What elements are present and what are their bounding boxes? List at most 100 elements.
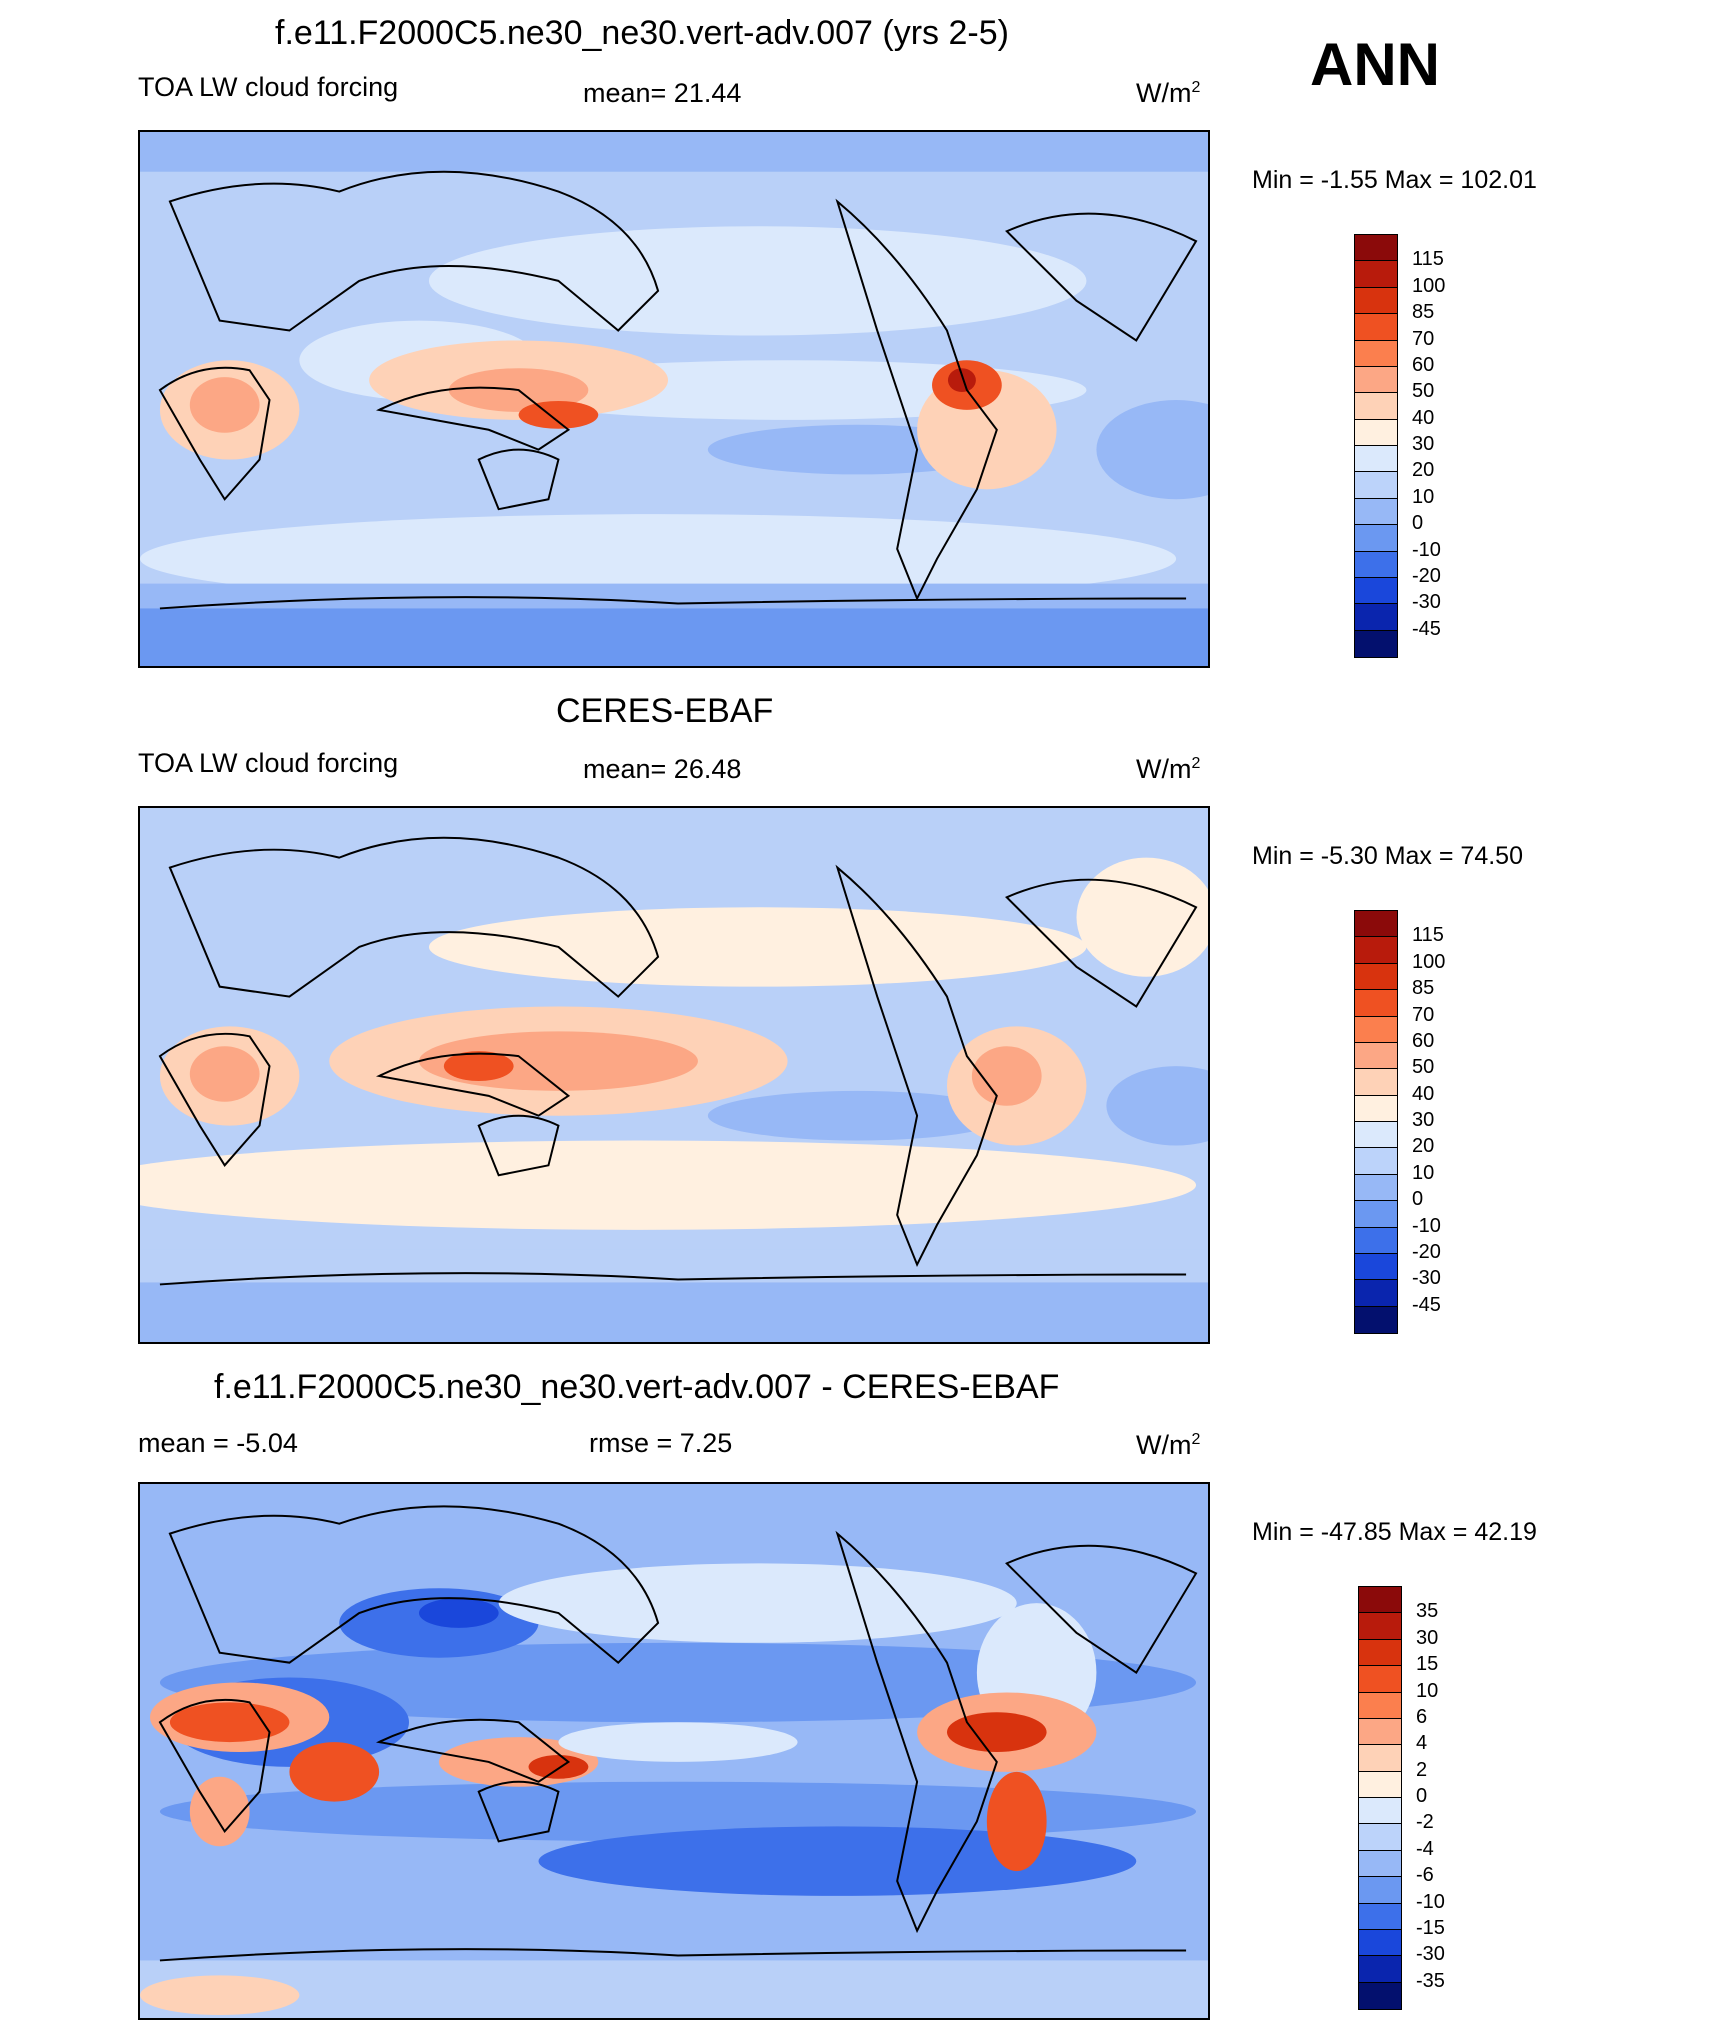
colorbar-swatch (1359, 1613, 1401, 1640)
colorbar (1354, 910, 1398, 1334)
minmax-label: Min = -5.30 Max = 74.50 (1252, 842, 1523, 870)
colorbar-swatch (1355, 1227, 1397, 1254)
colorbar-swatch (1355, 1069, 1397, 1096)
colorbar-tick-label: 20 (1412, 1135, 1435, 1158)
colorbar-tick-label: -4 (1416, 1837, 1434, 1860)
colorbar-tick-label: -6 (1416, 1864, 1434, 1887)
colorbar (1354, 234, 1398, 658)
colorbar-swatch (1355, 604, 1397, 631)
colorbar-tick-label: 85 (1412, 301, 1435, 324)
colorbar-swatch (1355, 498, 1397, 526)
colorbar-swatch (1355, 551, 1397, 578)
colorbar-swatch (1355, 1201, 1397, 1228)
colorbar-tick-label: 70 (1412, 327, 1435, 350)
colorbar-tick-label: -10 (1412, 1214, 1441, 1237)
colorbar-tick-label: 4 (1416, 1732, 1428, 1755)
colorbar-tick-label: 10 (1412, 1161, 1435, 1184)
field-label: TOA LW cloud forcing (138, 72, 399, 102)
colorbar-tick-label: 70 (1412, 1003, 1435, 1026)
colorbar-swatch (1355, 419, 1397, 446)
colorbar-tick-label: 115 (1412, 248, 1444, 271)
colorbar-swatch (1355, 1042, 1397, 1070)
map-observations-field (140, 808, 1208, 1342)
colorbar-swatch (1359, 1982, 1401, 2009)
colorbar-tick-label: 15 (1416, 1653, 1439, 1676)
colorbar-swatch (1359, 1850, 1401, 1878)
colorbar-swatch (1359, 1745, 1401, 1772)
colorbar-swatch (1355, 446, 1397, 473)
season-label: ANN (1310, 31, 1440, 98)
colorbar-tick-label: -2 (1416, 1811, 1434, 1834)
colorbar-swatch (1355, 630, 1397, 657)
colorbar-tick-label: -30 (1412, 1267, 1441, 1290)
colorbar-swatch (1359, 1877, 1401, 1904)
colorbar-swatch (1355, 1148, 1397, 1175)
units-label: W/m2 (1136, 78, 1201, 108)
colorbar-swatch (1359, 1903, 1401, 1930)
colorbar-tick-label: -20 (1412, 564, 1441, 587)
panel-title: CERES-EBAF (556, 692, 774, 730)
colorbar-swatch (1355, 1253, 1397, 1281)
colorbar-tick-label: -35 (1416, 1969, 1445, 1992)
colorbar-swatch (1355, 911, 1397, 938)
colorbar-tick-label: 85 (1412, 977, 1435, 1000)
colorbar-tick-label: 100 (1412, 950, 1446, 973)
colorbar-swatch (1355, 287, 1397, 315)
colorbar-swatch (1359, 1956, 1401, 1983)
colorbar-swatch (1359, 1666, 1401, 1693)
colorbar-tick-label: -45 (1412, 617, 1441, 640)
colorbar-swatch (1355, 472, 1397, 499)
colorbar-swatch (1355, 937, 1397, 964)
colorbar-swatch (1355, 314, 1397, 341)
panel-title: f.e11.F2000C5.ne30_ne30.vert-adv.007 (yr… (275, 14, 1009, 52)
colorbar-swatch (1355, 1306, 1397, 1333)
colorbar-swatch (1355, 366, 1397, 394)
map-difference-field (140, 1484, 1208, 2018)
colorbar-tick-label: -20 (1412, 1240, 1441, 1263)
field-label: TOA LW cloud forcing (138, 748, 399, 778)
map-difference (138, 1482, 1210, 2020)
colorbar-swatch (1355, 1016, 1397, 1043)
colorbar-swatch (1359, 1587, 1401, 1614)
panel-title: f.e11.F2000C5.ne30_ne30.vert-adv.007 - C… (214, 1368, 1060, 1406)
colorbar-tick-label: -30 (1416, 1943, 1445, 1966)
mean-label: mean = -5.04 (138, 1428, 298, 1458)
colorbar-tick-label: 20 (1412, 459, 1435, 482)
colorbar-swatch (1355, 1122, 1397, 1149)
colorbar-tick-label: 35 (1416, 1600, 1439, 1623)
colorbar-tick-label: -45 (1412, 1293, 1441, 1316)
colorbar-tick-label: 40 (1412, 1082, 1435, 1105)
colorbar-swatch (1355, 393, 1397, 420)
map-observations (138, 806, 1210, 1344)
colorbar-tick-label: 0 (1412, 1188, 1424, 1211)
colorbar-tick-label: 100 (1412, 274, 1446, 297)
colorbar-swatch (1359, 1771, 1401, 1798)
colorbar-tick-label: 30 (1416, 1626, 1439, 1649)
minmax-label: Min = -47.85 Max = 42.19 (1252, 1518, 1537, 1546)
colorbar-tick-label: 30 (1412, 1109, 1435, 1131)
colorbar (1358, 1586, 1402, 2010)
colorbar-tick-label: 60 (1412, 1029, 1435, 1052)
colorbar-tick-label: 10 (1416, 1679, 1439, 1702)
colorbar-tick-label: -10 (1412, 538, 1441, 561)
colorbar-swatch (1359, 1929, 1401, 1957)
colorbar-swatch (1355, 340, 1397, 367)
colorbar-tick-label: 6 (1416, 1705, 1428, 1728)
mean-label: mean= 21.44 (583, 78, 742, 108)
colorbar-swatch (1359, 1718, 1401, 1746)
colorbar-tick-label: -10 (1416, 1890, 1445, 1913)
units-label: W/m2 (1136, 1430, 1201, 1460)
colorbar-swatch (1355, 963, 1397, 991)
colorbar-tick-label: 0 (1416, 1785, 1428, 1807)
colorbar-tick-label: 60 (1412, 353, 1435, 376)
colorbar-tick-label: 50 (1412, 1056, 1435, 1079)
colorbar-tick-label: -30 (1412, 591, 1441, 614)
colorbar-swatch (1355, 1280, 1397, 1307)
minmax-label: Min = -1.55 Max = 102.01 (1252, 166, 1537, 194)
map-model-field (140, 132, 1208, 666)
colorbar-tick-label: 115 (1412, 924, 1444, 947)
colorbar-swatch (1355, 1174, 1397, 1202)
colorbar-tick-label: 2 (1416, 1758, 1428, 1781)
colorbar-swatch (1355, 1095, 1397, 1122)
units-label: W/m2 (1136, 754, 1201, 784)
